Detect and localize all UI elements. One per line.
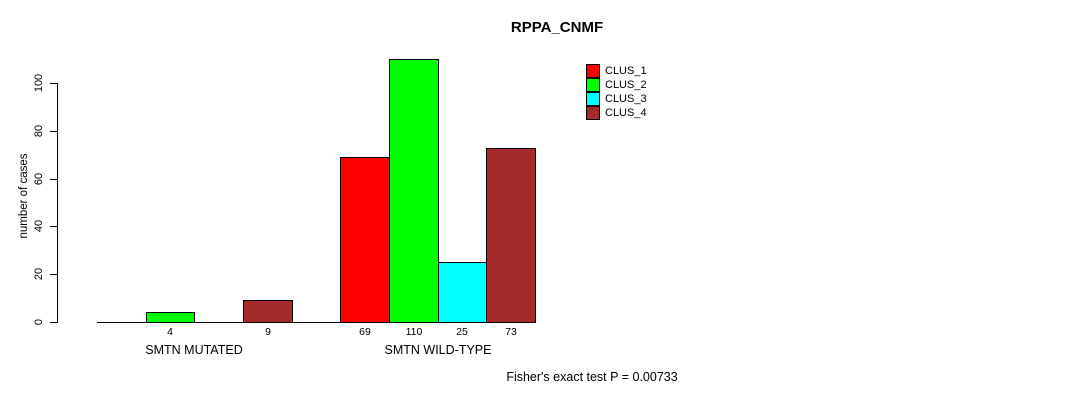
bar-value-label: 9: [265, 326, 271, 338]
chart-title: RPPA_CNMF: [510, 19, 604, 36]
legend-swatch-clus_2: [586, 77, 600, 92]
bar-value-label: 110: [405, 326, 423, 338]
bar-clus_2-smtn-wild-type: [389, 59, 439, 323]
y-tick-mark: [50, 83, 57, 84]
bar-value-label: 25: [456, 326, 468, 338]
chart-legend: CLUS_1 CLUS_2 CLUS_3 CLUS_4: [586, 63, 647, 120]
y-axis-line: [57, 83, 58, 323]
bar-value-label: 4: [167, 326, 173, 338]
y-tick-mark: [50, 226, 57, 227]
y-axis-label: number of cases: [18, 153, 30, 239]
x-category-label: SMTN WILD-TYPE: [384, 343, 492, 357]
bar-clus_2-smtn-mutated: [146, 312, 195, 323]
y-tick-label: 100: [33, 73, 45, 93]
y-tick-label: 0: [33, 318, 45, 326]
legend-item: CLUS_2: [586, 77, 647, 92]
y-tick-mark: [50, 131, 57, 132]
y-tick-label: 40: [33, 219, 45, 233]
legend-swatch-clus_4: [586, 105, 600, 120]
legend-label: CLUS_1: [605, 64, 647, 77]
bar-clus_3-smtn-wild-type: [438, 262, 487, 323]
legend-item: CLUS_1: [586, 63, 647, 78]
legend-item: CLUS_4: [586, 105, 647, 120]
bar-clus_1-smtn-wild-type: [340, 157, 390, 323]
x-category-label: SMTN MUTATED: [145, 343, 243, 357]
bar-clus_4-smtn-wild-type: [486, 148, 536, 323]
x-axis-baseline: [97, 322, 535, 323]
legend-label: CLUS_4: [605, 106, 647, 119]
bar-value-label: 69: [359, 326, 371, 338]
y-tick-mark: [50, 179, 57, 180]
y-tick-mark: [50, 322, 57, 323]
fisher-test-annotation: Fisher's exact test P = 0.00733: [506, 370, 678, 384]
y-tick-label: 80: [33, 124, 45, 138]
legend-item: CLUS_3: [586, 91, 647, 106]
y-tick-label: 20: [33, 267, 45, 281]
legend-label: CLUS_2: [605, 78, 647, 91]
bar-value-label: 73: [505, 326, 517, 338]
y-tick-mark: [50, 274, 57, 275]
y-tick-label: 60: [33, 172, 45, 186]
legend-swatch-clus_3: [586, 91, 600, 106]
legend-label: CLUS_3: [605, 92, 647, 105]
legend-swatch-clus_1: [586, 63, 600, 78]
bar-clus_4-smtn-mutated: [243, 300, 293, 323]
